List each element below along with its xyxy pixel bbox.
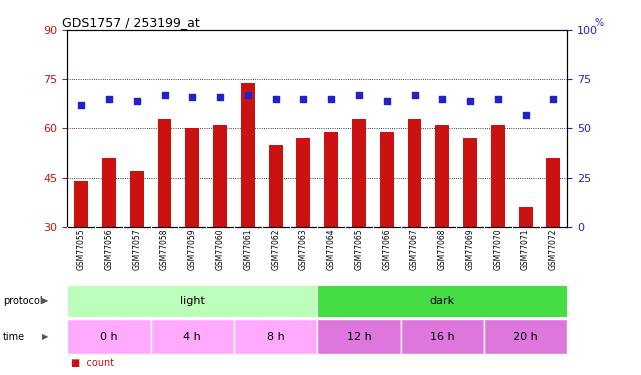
Point [381,98,392,104]
Point [520,112,531,118]
Text: light: light [180,296,204,306]
Bar [491,125,505,227]
Text: 20 h: 20 h [513,332,538,342]
Text: GSM77057: GSM77057 [132,228,141,270]
Bar [317,285,567,317]
Bar [102,158,116,227]
Bar [379,132,394,227]
Point [76,102,87,108]
Point [104,96,114,102]
Text: 4 h: 4 h [183,332,201,342]
Point [548,96,558,102]
Text: ▶: ▶ [42,296,48,305]
Text: ■  count: ■ count [71,358,113,368]
Bar [352,118,366,227]
Text: time: time [3,332,26,342]
Text: GSM77072: GSM77072 [549,228,558,270]
Text: GSM77063: GSM77063 [299,228,308,270]
Point [131,98,142,104]
Bar [67,319,151,354]
Text: 12 h: 12 h [347,332,371,342]
Bar [463,138,477,227]
Text: dark: dark [429,296,455,306]
Text: GSM77062: GSM77062 [271,228,280,270]
Text: GSM77060: GSM77060 [215,228,224,270]
Bar [408,118,421,227]
Point [326,96,337,102]
Bar [213,125,227,227]
Point [465,98,475,104]
Point [410,92,420,98]
Bar [241,82,254,227]
Point [243,92,253,98]
Bar [151,319,234,354]
Text: GSM77061: GSM77061 [244,228,253,270]
Text: GSM77064: GSM77064 [327,228,336,270]
Text: GSM77058: GSM77058 [160,228,169,270]
Point [160,92,170,98]
Text: GSM77056: GSM77056 [104,228,113,270]
Bar [185,128,199,227]
Text: GSM77069: GSM77069 [465,228,474,270]
Bar [158,118,171,227]
Bar [519,207,533,227]
Bar [67,285,317,317]
Bar [324,132,338,227]
Text: 0 h: 0 h [100,332,118,342]
Text: GDS1757 / 253199_at: GDS1757 / 253199_at [62,16,200,29]
Bar [435,125,449,227]
Text: ▶: ▶ [42,332,48,341]
Text: GSM77070: GSM77070 [494,228,503,270]
Text: GSM77068: GSM77068 [438,228,447,270]
Text: 16 h: 16 h [430,332,454,342]
Bar [484,319,567,354]
Bar [129,171,144,227]
Bar [296,138,310,227]
Text: protocol: protocol [3,296,43,306]
Point [215,94,225,100]
Text: 8 h: 8 h [267,332,285,342]
Text: GSM77071: GSM77071 [521,228,530,270]
Point [354,92,364,98]
Text: GSM77065: GSM77065 [354,228,363,270]
Point [437,96,447,102]
Bar [74,181,88,227]
Bar [401,319,484,354]
Text: %: % [595,18,604,28]
Bar [269,145,283,227]
Text: GSM77055: GSM77055 [77,228,86,270]
Bar [234,319,317,354]
Point [271,96,281,102]
Bar [546,158,560,227]
Text: GSM77067: GSM77067 [410,228,419,270]
Point [187,94,197,100]
Point [493,96,503,102]
Bar [317,319,401,354]
Point [298,96,308,102]
Text: GSM77059: GSM77059 [188,228,197,270]
Text: GSM77066: GSM77066 [382,228,391,270]
